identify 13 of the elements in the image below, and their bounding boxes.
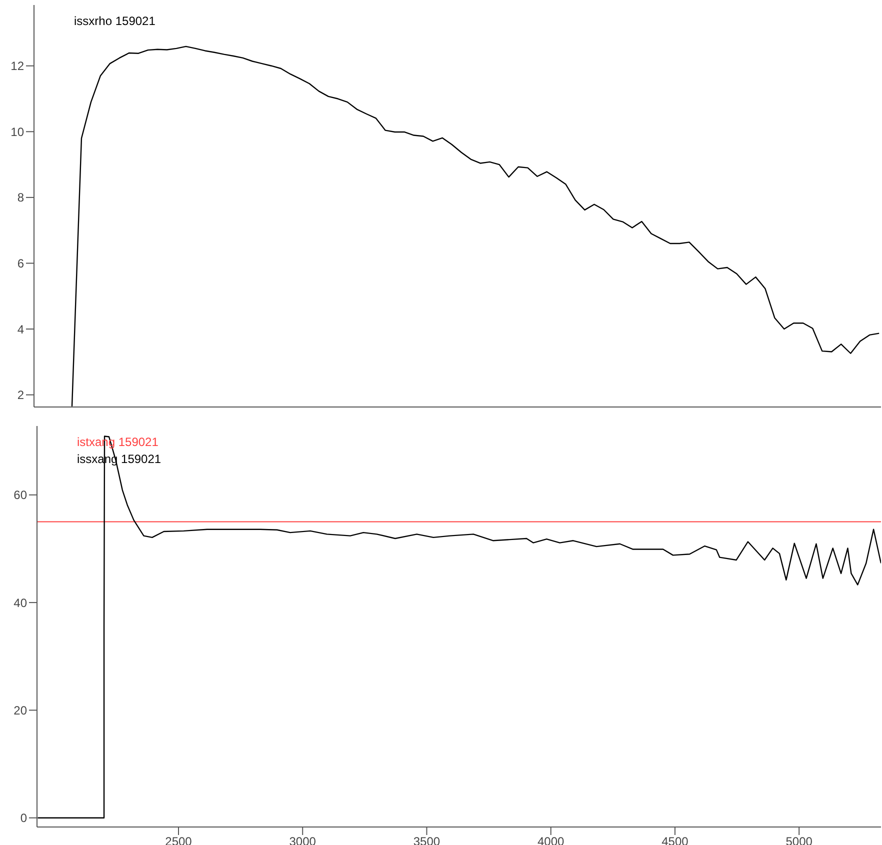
y-tick-label: 6 bbox=[17, 256, 24, 270]
y-tick-label: 12 bbox=[10, 59, 24, 74]
y-tick-label: 0 bbox=[20, 811, 28, 826]
y-tick-label: 20 bbox=[14, 703, 28, 718]
series-label: issxrho 159021 bbox=[74, 13, 156, 30]
y-tick-label: 10 bbox=[10, 124, 24, 139]
y-tick-label: 2 bbox=[17, 388, 24, 402]
y-tick-label: 60 bbox=[14, 488, 28, 502]
y-tick-label: 40 bbox=[14, 596, 28, 610]
line-series bbox=[37, 436, 881, 818]
y-tick-label: 4 bbox=[17, 322, 24, 336]
line-series bbox=[71, 46, 880, 407]
y-tick-label: 8 bbox=[17, 190, 24, 205]
